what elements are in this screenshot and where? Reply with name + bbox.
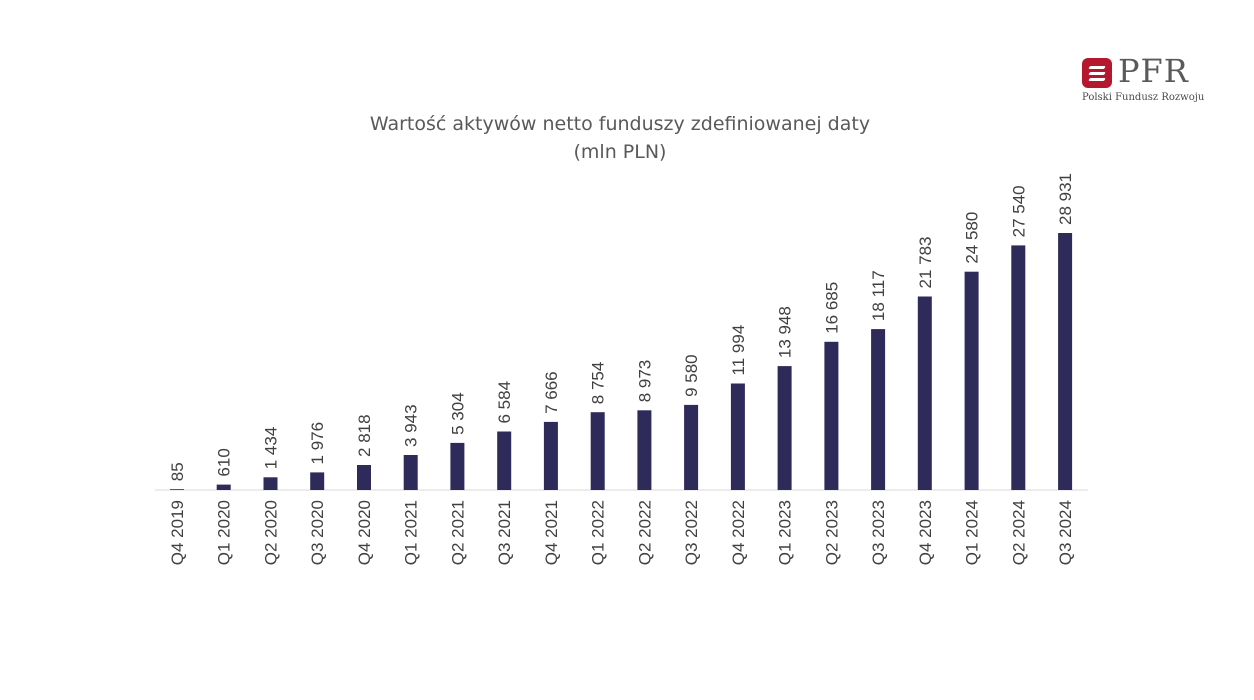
data-label: 16 685 [822,282,841,334]
data-label: 2 818 [355,414,374,457]
x-tick-label: Q4 2020 [355,500,374,565]
bar-q1-2021 [403,455,418,490]
bar-q2-2022 [637,410,652,490]
pfr-logo: PFR Polski Fundusz Rozwoju [1082,52,1212,106]
x-tick-label: Q3 2023 [869,500,888,565]
x-tick-label: Q4 2021 [542,500,561,565]
x-tick-label: Q1 2022 [589,500,608,565]
data-label: 8 754 [589,362,608,405]
data-label: 27 540 [1009,185,1028,237]
bar-q4-2022 [730,383,745,490]
data-label: 8 973 [635,360,654,403]
chart-title: Wartość aktywów netto funduszy zdefiniow… [369,113,871,135]
bar-q2-2023 [824,341,839,490]
bar-q3-2022 [684,404,699,490]
data-label: 85 [168,462,187,481]
x-tick-label: Q1 2020 [215,500,234,565]
x-tick-label: Q4 2022 [729,500,748,565]
data-label: 1 434 [261,427,280,470]
bar-q1-2023 [777,366,792,490]
data-label: 9 580 [682,354,701,397]
bar-q1-2020 [216,484,231,490]
data-label: 610 [215,448,234,476]
data-label: 18 117 [869,270,888,321]
data-label: 21 783 [916,236,935,288]
data-label: 24 580 [963,212,982,264]
x-tick-label: Q2 2022 [635,500,654,565]
logo-subtitle: Polski Fundusz Rozwoju [1082,92,1205,103]
x-tick-label: Q3 2020 [308,500,327,565]
x-tick-label: Q3 2022 [682,500,701,565]
data-label: 5 304 [448,392,467,435]
data-label: 28 931 [1056,173,1075,225]
x-tick-label: Q1 2021 [402,500,421,565]
bar-q4-2019 [170,489,184,490]
data-label: 13 948 [776,306,795,358]
x-tick-label: Q2 2020 [261,500,280,565]
data-label: 7 666 [542,371,561,414]
x-tick-label: Q1 2023 [776,500,795,565]
pfr-logo-icon [1082,58,1112,88]
bar-q1-2022 [590,412,605,490]
x-tick-label: Q4 2023 [916,500,935,565]
bar-q4-2021 [543,421,558,490]
data-label: 3 943 [402,404,421,447]
data-label: 6 584 [495,381,514,424]
data-label: 11 994 [729,325,748,376]
x-tick-label: Q3 2021 [495,500,514,565]
chart-subtitle: (mln PLN) [573,141,667,163]
bar-q2-2021 [450,442,465,490]
chart-title-block: Wartość aktywów netto funduszy zdefiniow… [0,110,1240,166]
bar-q3-2021 [497,431,512,490]
bar-q4-2023 [917,296,932,490]
logo-name: PFR [1118,52,1189,90]
bar-q1-2024 [964,271,979,490]
x-tick-label: Q2 2024 [1009,500,1028,565]
x-tick-label: Q1 2024 [963,500,982,565]
data-label: 1 976 [308,422,327,465]
x-tick-label: Q2 2021 [448,500,467,565]
x-tick-label: Q3 2024 [1056,500,1075,565]
x-tick-label: Q2 2023 [822,500,841,565]
bar-q2-2024 [1011,245,1026,490]
bar-q3-2020 [310,472,325,490]
bar-q3-2023 [871,329,886,490]
bar-q3-2024 [1058,233,1073,490]
bar-q2-2020 [263,477,278,490]
bar-q4-2020 [357,465,371,490]
x-tick-label: Q4 2019 [168,500,187,565]
